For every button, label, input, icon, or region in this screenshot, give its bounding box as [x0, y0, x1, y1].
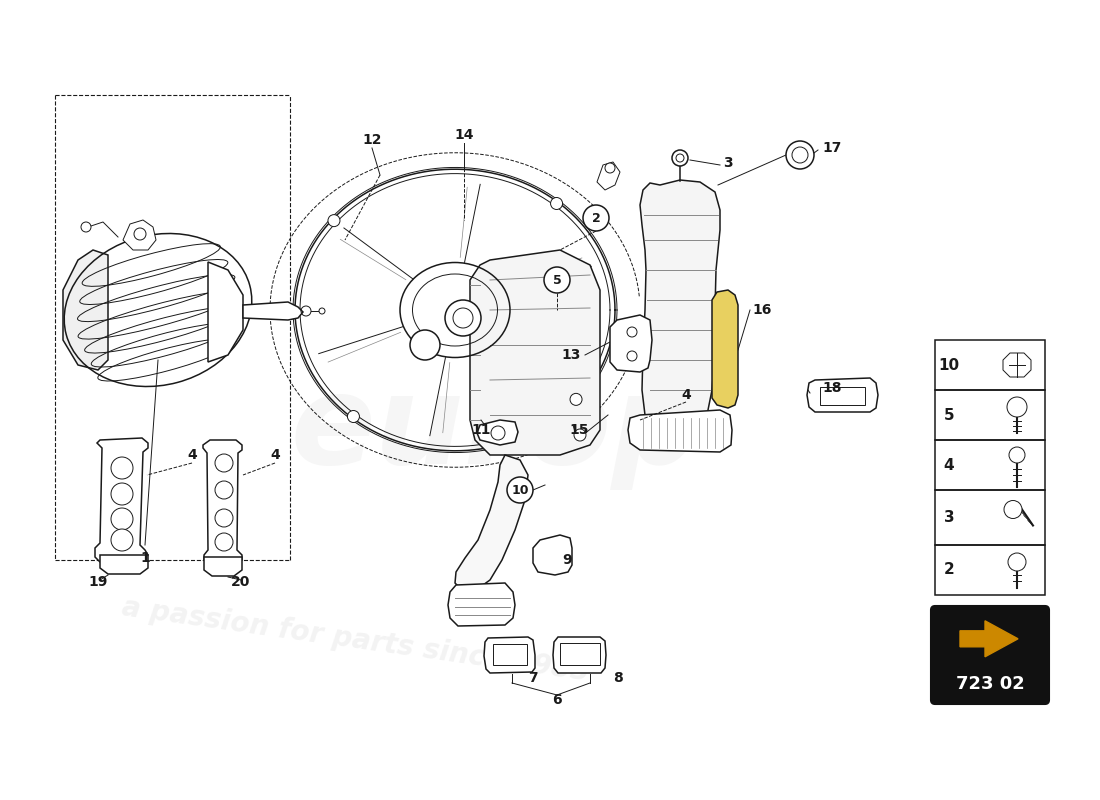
Circle shape [491, 426, 505, 440]
Circle shape [1004, 501, 1022, 518]
Circle shape [81, 222, 91, 232]
Text: 7: 7 [528, 671, 538, 685]
Text: 12: 12 [362, 133, 382, 147]
Text: europ: europ [290, 370, 701, 490]
Circle shape [1006, 397, 1027, 417]
FancyBboxPatch shape [931, 606, 1049, 704]
Polygon shape [712, 290, 738, 408]
Text: 5: 5 [552, 274, 561, 286]
Polygon shape [553, 637, 606, 673]
Text: 19: 19 [88, 575, 108, 589]
Bar [935, 545, 1045, 595]
Polygon shape [628, 410, 732, 452]
Circle shape [111, 529, 133, 551]
Circle shape [627, 327, 637, 337]
Polygon shape [204, 440, 242, 565]
Text: 4: 4 [271, 448, 279, 462]
Circle shape [111, 508, 133, 530]
Circle shape [453, 308, 473, 328]
Text: 5: 5 [944, 407, 955, 422]
Text: 11: 11 [471, 423, 491, 437]
Text: 3: 3 [723, 156, 733, 170]
Circle shape [551, 198, 562, 210]
Bar [935, 340, 1045, 390]
Circle shape [1009, 447, 1025, 463]
Text: 4: 4 [944, 458, 955, 473]
Circle shape [544, 267, 570, 293]
Text: 6: 6 [552, 693, 562, 707]
Text: a passion for parts since 1985: a passion for parts since 1985 [120, 594, 591, 686]
Polygon shape [470, 250, 600, 455]
Circle shape [507, 477, 534, 503]
Text: 9: 9 [562, 553, 572, 567]
Circle shape [134, 228, 146, 240]
Polygon shape [455, 455, 528, 590]
Text: 2: 2 [592, 211, 601, 225]
Circle shape [786, 141, 814, 169]
Text: 18: 18 [823, 381, 842, 395]
Circle shape [214, 533, 233, 551]
Text: 4: 4 [187, 448, 197, 462]
Text: 10: 10 [512, 483, 529, 497]
Text: 17: 17 [823, 141, 842, 155]
Polygon shape [95, 438, 148, 562]
Polygon shape [534, 535, 572, 575]
Circle shape [214, 481, 233, 499]
Circle shape [111, 457, 133, 479]
Circle shape [672, 150, 688, 166]
Text: 1: 1 [140, 551, 150, 565]
Text: 15: 15 [570, 423, 589, 437]
Circle shape [328, 214, 340, 226]
Polygon shape [477, 420, 518, 445]
Circle shape [446, 300, 481, 336]
Polygon shape [63, 250, 108, 370]
Circle shape [319, 308, 324, 314]
Text: 723 02: 723 02 [956, 674, 1024, 693]
Polygon shape [204, 557, 242, 576]
Text: 3: 3 [944, 510, 955, 525]
Polygon shape [100, 555, 148, 574]
Polygon shape [123, 220, 156, 250]
Circle shape [574, 429, 586, 441]
Polygon shape [820, 387, 865, 405]
Polygon shape [243, 302, 302, 320]
Text: 13: 13 [561, 348, 581, 362]
Circle shape [583, 205, 609, 231]
Polygon shape [448, 583, 515, 626]
Polygon shape [610, 315, 652, 372]
Circle shape [627, 351, 637, 361]
Polygon shape [960, 621, 1018, 657]
Text: 8: 8 [613, 671, 623, 685]
Circle shape [111, 483, 133, 505]
Text: 2: 2 [944, 562, 955, 578]
Circle shape [410, 330, 440, 360]
Polygon shape [493, 644, 527, 665]
Circle shape [676, 154, 684, 162]
Bar [935, 390, 1045, 440]
Circle shape [214, 509, 233, 527]
Bar [935, 440, 1045, 490]
Text: 14: 14 [454, 128, 474, 142]
Text: 20: 20 [231, 575, 251, 589]
Polygon shape [597, 162, 620, 190]
Circle shape [570, 394, 582, 406]
Circle shape [1008, 553, 1026, 571]
Polygon shape [484, 637, 535, 673]
Circle shape [214, 454, 233, 472]
Polygon shape [640, 180, 720, 448]
Polygon shape [807, 378, 878, 412]
Bar [935, 490, 1045, 545]
Text: 10: 10 [938, 358, 959, 373]
Circle shape [348, 410, 360, 422]
Polygon shape [208, 262, 243, 362]
Circle shape [792, 147, 808, 163]
Circle shape [605, 163, 615, 173]
Polygon shape [560, 643, 600, 665]
Text: 16: 16 [752, 303, 772, 317]
Text: 4: 4 [681, 388, 691, 402]
